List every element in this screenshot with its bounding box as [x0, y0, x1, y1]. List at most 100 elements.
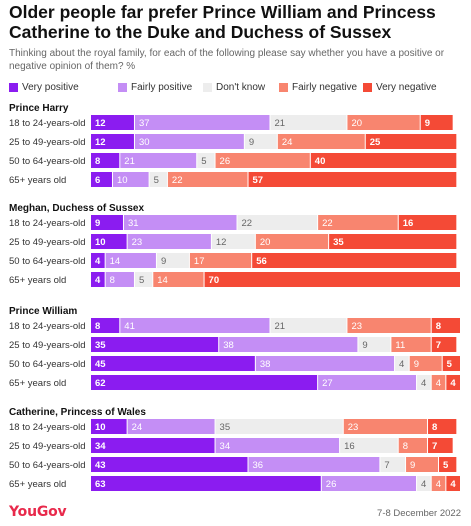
bar-segment	[105, 272, 134, 287]
data-label: 4	[450, 378, 456, 389]
data-label: 8	[403, 441, 408, 452]
row-label: 18 to 24-years-old	[9, 118, 86, 129]
data-label: 7	[432, 441, 437, 452]
data-label: 14	[110, 256, 121, 267]
data-label: 35	[95, 340, 106, 351]
bar-segment	[91, 115, 134, 130]
row-label: 50 to 64-years-old	[9, 156, 86, 167]
legend-swatch	[279, 82, 288, 92]
bar-segment	[204, 272, 460, 287]
bar-segment	[318, 375, 417, 390]
data-label: 9	[410, 460, 415, 471]
bar-segment	[91, 234, 127, 249]
legend-item: Don't know	[203, 81, 265, 93]
legend-label: Don't know	[216, 81, 266, 93]
bar-segment	[318, 215, 398, 230]
group-title: Catherine, Princess of Wales	[9, 407, 146, 418]
bar-segment	[134, 272, 153, 287]
bar-segment	[120, 318, 270, 333]
data-label: 9	[414, 359, 419, 370]
data-label: 20	[351, 118, 362, 129]
bar-segment	[406, 457, 439, 472]
data-label: 9	[161, 256, 166, 267]
bar-segment	[197, 153, 215, 168]
bar-segment	[134, 134, 244, 149]
data-label: 23	[351, 321, 362, 332]
bar-segment	[167, 172, 248, 187]
bar-segment	[252, 253, 457, 268]
data-label: 21	[275, 321, 286, 332]
data-label: 5	[201, 156, 206, 167]
data-label: 26	[220, 156, 231, 167]
data-label: 9	[95, 218, 100, 229]
data-label: 8	[95, 321, 100, 332]
bar-segment	[409, 356, 442, 371]
data-label: 12	[95, 118, 106, 129]
data-label: 57	[253, 175, 264, 186]
bar-segment	[91, 476, 321, 491]
legend-swatch	[118, 82, 127, 92]
data-label: 27	[322, 378, 333, 389]
data-label: 5	[443, 460, 449, 471]
bar-segment	[91, 457, 248, 472]
row-label: 50 to 64-years-old	[9, 359, 86, 370]
data-label: 4	[95, 275, 101, 286]
data-label: 5	[139, 275, 144, 286]
bar-segment	[358, 337, 391, 352]
data-label: 40	[315, 156, 326, 167]
row-label: 18 to 24-years-old	[9, 422, 86, 433]
data-label: 5	[154, 175, 159, 186]
data-label: 70	[209, 275, 220, 286]
data-label: 8	[436, 321, 441, 332]
bar-segment	[380, 457, 406, 472]
data-label: 4	[95, 256, 101, 267]
data-label: 24	[132, 422, 143, 433]
legend-item: Very positive	[9, 81, 79, 93]
bar-segment	[91, 318, 120, 333]
bar-segment	[211, 234, 255, 249]
legend-item: Fairly negative	[279, 81, 357, 93]
bar-segment	[244, 134, 277, 149]
data-label: 23	[348, 422, 359, 433]
bar-segment	[91, 134, 134, 149]
data-label: 34	[220, 441, 231, 452]
data-label: 22	[322, 218, 333, 229]
legend-swatch	[9, 82, 18, 92]
data-label: 31	[128, 218, 139, 229]
legend-label: Very positive	[22, 81, 79, 93]
data-label: 34	[95, 441, 106, 452]
bar-segment	[420, 115, 453, 130]
bar-segment	[127, 234, 211, 249]
bar-segment	[255, 356, 395, 371]
data-label: 4	[436, 378, 441, 389]
data-label: 4	[421, 378, 426, 389]
data-label: 43	[95, 460, 106, 471]
data-label: 4	[436, 479, 441, 490]
data-label: 4	[450, 479, 456, 490]
data-label: 30	[139, 137, 150, 148]
bar-segment	[248, 457, 380, 472]
data-label: 38	[260, 359, 271, 370]
data-label: 22	[242, 218, 253, 229]
bar-segment	[365, 134, 457, 149]
bar-segment	[91, 438, 215, 453]
bar-segment	[270, 318, 347, 333]
row-label: 50 to 64-years-old	[9, 460, 86, 471]
bar-segment	[398, 215, 457, 230]
bar-segment	[134, 115, 270, 130]
survey-date: 7-8 December 2022	[377, 508, 461, 519]
bar-segment	[395, 356, 409, 371]
bar-segment	[149, 172, 167, 187]
bar-segment	[431, 375, 446, 390]
data-label: 10	[95, 237, 106, 248]
bar-segment	[340, 438, 398, 453]
row-label: 18 to 24-years-old	[9, 321, 86, 332]
bar-segment	[153, 272, 204, 287]
data-label: 5	[447, 359, 453, 370]
data-label: 56	[256, 256, 267, 267]
data-label: 9	[249, 137, 254, 148]
data-label: 7	[384, 460, 389, 471]
data-label: 11	[395, 340, 405, 351]
